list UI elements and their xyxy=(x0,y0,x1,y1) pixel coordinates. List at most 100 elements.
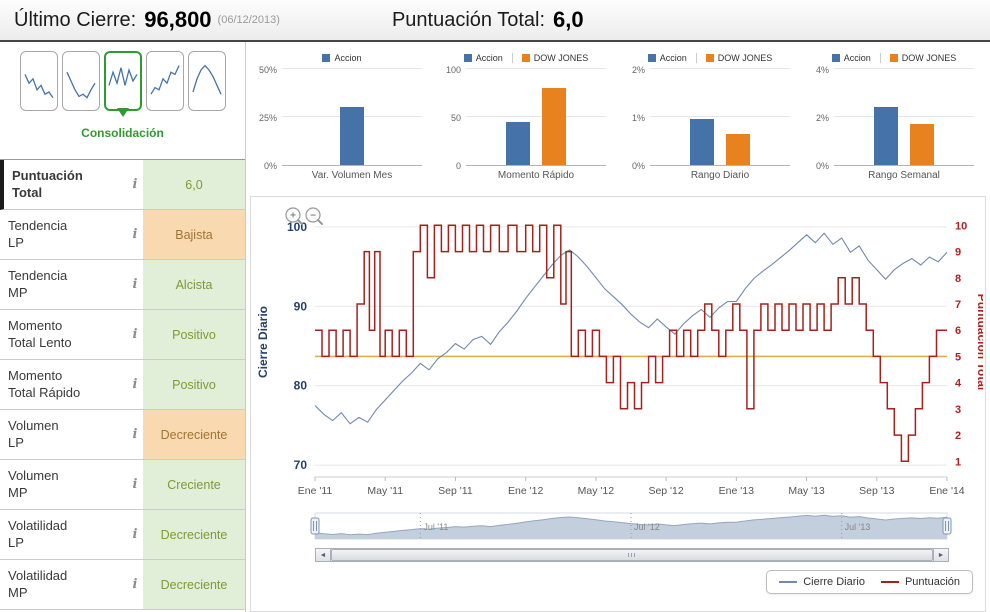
y-tick-label: 100 xyxy=(445,65,461,75)
navigator-left-handle[interactable] xyxy=(310,517,320,535)
mini-x-label: Momento Rápido xyxy=(497,170,575,181)
bar-accion xyxy=(340,107,364,165)
indicator-label: Momento Total Rápido xyxy=(8,367,81,400)
legend-line-icon xyxy=(779,581,798,583)
cierre-diario-line xyxy=(314,232,948,425)
right-axis-tick: 6 xyxy=(955,325,961,337)
x-axis-tick: Ene '14 xyxy=(929,485,964,497)
scroll-thumb[interactable] xyxy=(331,549,933,561)
legend-label: DOW JONES xyxy=(533,53,589,63)
info-icon[interactable]: i xyxy=(132,577,138,592)
x-axis-tick: May '13 xyxy=(788,485,825,497)
phase-sparkline xyxy=(65,71,96,99)
zoom-out-icon[interactable]: − xyxy=(305,207,323,225)
legend-item-puntuación[interactable]: Puntuación xyxy=(880,576,960,588)
indicator-row-7: Volumen MP i Creciente xyxy=(0,460,245,510)
main-area: Accion 0% 25% 50% Var. Volumen Mes Accion DOW … xyxy=(246,42,990,612)
phase-label: Consolidación xyxy=(81,126,164,140)
last-close-value: 96,800 xyxy=(144,7,212,32)
info-icon[interactable]: i xyxy=(132,427,138,442)
svg-text:+: + xyxy=(290,211,296,222)
phase-thumb-4[interactable] xyxy=(145,51,184,111)
indicator-label: Volatilidad MP xyxy=(8,567,68,600)
x-axis-tick: May '12 xyxy=(578,485,615,497)
phase-sparkline xyxy=(107,67,138,86)
scroll-track[interactable] xyxy=(331,548,933,562)
right-axis-tick: 4 xyxy=(955,378,962,390)
chart-legend: Cierre Diario Puntuación xyxy=(766,570,973,594)
navigator-right-handle[interactable] xyxy=(942,517,952,535)
x-axis-tick: Ene '12 xyxy=(508,485,543,497)
right-axis-tick: 2 xyxy=(955,430,961,442)
legend-label: DOW JONES xyxy=(901,53,957,63)
indicator-label: Volumen MP xyxy=(8,467,59,500)
info-icon[interactable]: i xyxy=(132,227,138,242)
total-score-value: 6,0 xyxy=(553,7,584,32)
mini-chart-rango_diario: Accion DOW JONES 0% 1% 2% Rango Diario xyxy=(618,50,802,194)
indicator-value: Decreciente xyxy=(143,560,245,609)
bar-accion xyxy=(874,107,898,165)
y-tick-label: 0% xyxy=(263,161,277,171)
last-close-date: (06/12/2013) xyxy=(217,14,280,26)
info-icon[interactable]: i xyxy=(132,277,138,292)
phase-sparkline xyxy=(23,74,54,99)
mini-y-axis: 0% 1% 2% xyxy=(618,65,650,171)
chart-panel: 70 80 90 100 Ene '11 May '11 Sep '11 Ene '12 May… xyxy=(250,196,986,612)
last-close-label: Último Cierre: xyxy=(14,8,137,31)
info-icon[interactable]: i xyxy=(132,527,138,542)
mini-plot xyxy=(834,68,974,166)
indicator-label: Volumen LP xyxy=(8,417,59,450)
navigator[interactable]: Jul '11 Jul '12 Jul '13 xyxy=(251,509,983,547)
mini-chart-rango_semanal: Accion DOW JONES 0% 2% 4% Rango Semanal xyxy=(802,50,986,194)
legend-item: DOW JONES xyxy=(879,53,957,63)
puntuacion-step-line xyxy=(315,224,947,463)
indicator-row-1: Puntuación Total i 6,0 xyxy=(0,160,245,210)
info-icon[interactable]: i xyxy=(132,327,138,342)
navigator-label: Jul '13 xyxy=(845,522,871,532)
mini-chart-legend: Accion DOW JONES xyxy=(618,50,802,66)
legend-label: Cierre Diario xyxy=(803,576,865,588)
scroll-left-button[interactable]: ◄ xyxy=(315,548,331,562)
bar-accion xyxy=(506,121,530,165)
zoom-in-icon[interactable]: + xyxy=(285,207,303,225)
mini-chart-legend: Accion DOW JONES xyxy=(802,50,986,66)
indicator-label: Momento Total Lento xyxy=(8,317,72,350)
x-axis-tick: May '11 xyxy=(367,485,403,497)
legend-item: DOW JONES xyxy=(695,53,772,63)
legend-item: Accion xyxy=(322,53,362,63)
bar-dow-jones xyxy=(726,133,750,165)
legend-swatch-icon xyxy=(889,54,898,62)
indicator-row-4: Momento Total Lento i Positivo xyxy=(0,310,245,360)
x-axis-tick: Ene '11 xyxy=(298,485,333,497)
legend-label: Accion xyxy=(659,53,687,63)
bar-dow-jones xyxy=(910,124,934,165)
mini-plot xyxy=(466,68,606,166)
info-icon[interactable]: i xyxy=(132,477,138,492)
scroll-right-button[interactable]: ► xyxy=(933,548,949,562)
phase-thumb-1[interactable] xyxy=(19,51,58,111)
phase-thumb-5[interactable] xyxy=(187,51,226,111)
mini-y-axis: 0% 2% 4% xyxy=(802,65,834,171)
y-tick-label: 0 xyxy=(455,161,461,171)
mini-plot xyxy=(650,68,790,166)
phase-thumb-3[interactable] xyxy=(103,51,142,111)
info-icon[interactable]: i xyxy=(132,177,138,192)
scrollbar: ◄ ► xyxy=(315,548,949,562)
indicator-row-3: Tendencia MP i Alcista xyxy=(0,260,245,310)
left-axis-title: Cierre Diario xyxy=(256,306,270,378)
y-tick-label: 2% xyxy=(631,65,645,75)
left-axis-tick: 90 xyxy=(294,299,308,313)
right-axis-title: Puntuacion Total xyxy=(975,294,983,390)
mini-chart-momento_rapido: Accion DOW JONES 0 50 100 Momento Rápido xyxy=(434,50,618,194)
info-icon[interactable]: i xyxy=(132,377,138,392)
legend-item-cierre-diario[interactable]: Cierre Diario xyxy=(779,576,865,588)
legend-label: Puntuación xyxy=(904,576,960,588)
legend-label: Accion xyxy=(475,53,503,63)
svg-text:−: − xyxy=(310,211,316,222)
legend-line-icon xyxy=(880,581,899,583)
content: Consolidación Puntuación Total i 6,0 Tenden… xyxy=(0,42,990,612)
phase-thumb-2[interactable] xyxy=(61,51,100,111)
mini-x-label: Rango Diario xyxy=(690,170,750,181)
